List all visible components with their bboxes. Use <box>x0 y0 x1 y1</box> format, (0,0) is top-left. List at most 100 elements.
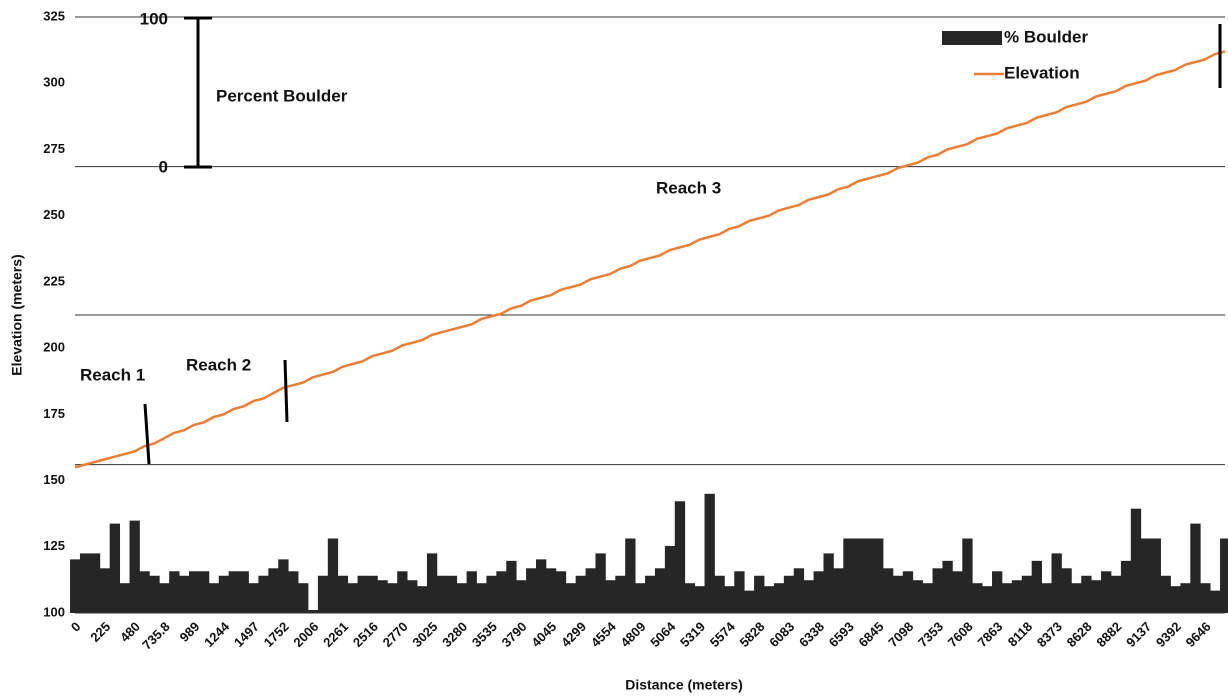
bar <box>992 571 1003 613</box>
x-tick-label: 4554 <box>588 618 620 650</box>
bar <box>466 571 477 613</box>
bar <box>436 575 448 613</box>
line <box>74 50 1226 469</box>
x-tick-label: 1244 <box>201 618 233 650</box>
bar <box>575 575 586 613</box>
bar <box>189 571 200 613</box>
x-tick-label: 5828 <box>737 619 768 650</box>
bar <box>1031 560 1042 613</box>
bar <box>486 575 497 613</box>
x-tick-label: 225 <box>87 619 113 645</box>
bar <box>892 575 904 613</box>
x-tick-label: 9137 <box>1123 619 1154 650</box>
bar <box>684 583 696 613</box>
bar <box>476 583 487 613</box>
bar <box>1170 586 1181 613</box>
bar <box>70 559 81 613</box>
bar <box>783 575 795 613</box>
x-tick-label: 5064 <box>647 618 679 650</box>
bar <box>89 553 101 613</box>
y-tick-label: 175 <box>43 406 65 421</box>
bar <box>1041 583 1052 613</box>
bar <box>99 568 111 613</box>
x-tick-label: 4045 <box>528 619 559 650</box>
bar <box>218 575 230 613</box>
bar <box>1101 571 1112 613</box>
x-tick-label: 8373 <box>1034 619 1065 650</box>
bar <box>833 568 844 613</box>
bar <box>674 501 686 613</box>
bar <box>932 568 943 613</box>
x-tick-label: 2516 <box>350 619 381 650</box>
bar <box>595 553 606 613</box>
x-tick-label: 3790 <box>499 619 530 650</box>
scale-bar <box>184 16 212 169</box>
y-tick-label: 200 <box>43 340 65 355</box>
bar <box>585 568 596 613</box>
x-tick-label: 1497 <box>231 619 262 650</box>
bar <box>565 583 577 613</box>
bar <box>793 568 805 613</box>
bar <box>337 575 349 613</box>
x-tick-label: 5574 <box>707 618 739 650</box>
bar <box>1200 583 1211 613</box>
bar <box>972 583 983 613</box>
bar <box>882 568 894 613</box>
scale-top-label: 100 <box>140 9 168 28</box>
bar <box>258 575 269 613</box>
bar <box>119 583 130 613</box>
bar <box>238 571 249 613</box>
annotation: Reach 3 <box>656 178 721 197</box>
bar <box>1091 580 1102 613</box>
y-tick-label: 325 <box>43 8 65 23</box>
x-axis-title: Distance (meters) <box>625 677 743 693</box>
reach-marker <box>143 403 151 465</box>
bar <box>922 583 933 613</box>
bar <box>198 571 210 613</box>
bar <box>902 571 914 613</box>
bar <box>129 520 140 613</box>
bar <box>367 575 378 613</box>
bar <box>1140 538 1152 613</box>
bar <box>1120 560 1132 613</box>
bar <box>664 545 676 613</box>
x-tick-label: 9646 <box>1183 619 1214 650</box>
bar <box>724 586 735 613</box>
bar <box>496 571 507 613</box>
x-tick-label: 3025 <box>409 619 440 650</box>
bar <box>248 583 259 613</box>
x-tick-label: 8882 <box>1093 619 1124 650</box>
bar <box>278 559 289 613</box>
bar <box>714 575 725 613</box>
bar <box>526 568 537 613</box>
bar <box>942 560 953 613</box>
bar <box>1071 583 1082 613</box>
y-tick-label: 225 <box>43 273 65 288</box>
bar <box>208 583 220 613</box>
x-tick-label: 4809 <box>618 619 649 650</box>
x-tick-label: 8118 <box>1005 619 1036 650</box>
x-tick-label: 6338 <box>796 619 827 650</box>
bar <box>1220 538 1228 613</box>
scale-label: Percent Boulder <box>216 86 348 105</box>
bar <box>863 538 874 613</box>
bar <box>327 538 339 613</box>
bar <box>139 571 150 613</box>
y-axis-title: Elevation (meters) <box>9 254 25 375</box>
bar <box>407 580 418 613</box>
bar <box>645 575 656 613</box>
x-tick-label: 0 <box>68 619 84 635</box>
bar <box>149 575 160 613</box>
scale-bottom-label: 0 <box>159 157 168 176</box>
bar <box>1051 553 1062 613</box>
bar <box>962 538 973 613</box>
bar <box>446 575 458 613</box>
x-tick-label: 5319 <box>677 619 708 650</box>
x-tick-label: 9392 <box>1153 619 1184 650</box>
legend-label: Elevation <box>1004 63 1080 82</box>
bar <box>813 571 824 613</box>
y-tick-label: 300 <box>43 75 65 90</box>
annotation: Reach 1 <box>80 365 145 384</box>
x-tick-label: 3535 <box>469 619 500 650</box>
bar <box>843 538 854 613</box>
